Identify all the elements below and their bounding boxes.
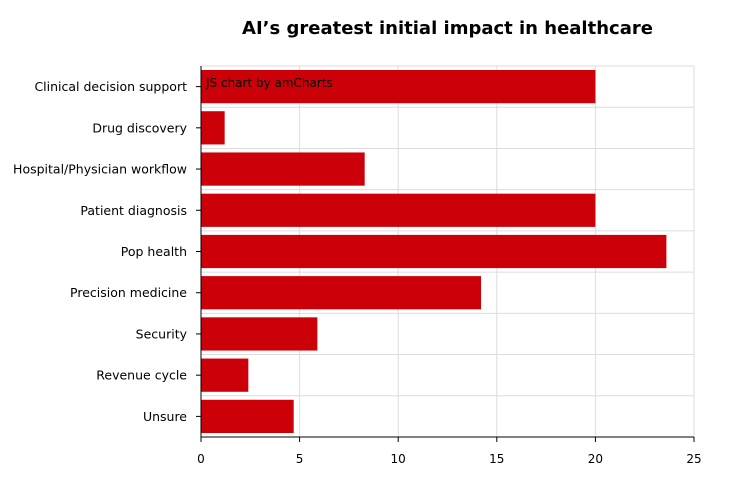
bar <box>201 193 596 227</box>
bar <box>201 317 318 351</box>
bar <box>201 70 596 104</box>
category-label: Precision medicine <box>70 285 187 300</box>
chart-title: AI’s greatest initial impact in healthca… <box>242 18 653 39</box>
category-label: Unsure <box>143 409 187 424</box>
category-label: Patient diagnosis <box>80 203 187 218</box>
chart-credit-text: JS chart by amCharts <box>205 76 333 90</box>
category-label: Drug discovery <box>92 120 187 135</box>
x-tick-label: 0 <box>197 452 205 466</box>
bar <box>201 358 249 392</box>
bar <box>201 276 482 310</box>
category-label: Revenue cycle <box>96 368 187 383</box>
x-tick-label: 15 <box>489 452 504 466</box>
bar <box>201 234 667 269</box>
category-label: Security <box>136 326 188 341</box>
x-tick-label: 10 <box>391 452 406 466</box>
bar <box>201 111 225 145</box>
x-tick-label: 5 <box>296 452 304 466</box>
category-label: Pop health <box>121 244 187 259</box>
category-label: Clinical decision support <box>34 79 187 94</box>
x-tick-label: 25 <box>686 452 701 466</box>
bar <box>201 152 365 186</box>
bar <box>201 399 294 433</box>
x-tick-label: 20 <box>588 452 603 466</box>
category-label: Hospital/Physician workflow <box>13 162 187 177</box>
